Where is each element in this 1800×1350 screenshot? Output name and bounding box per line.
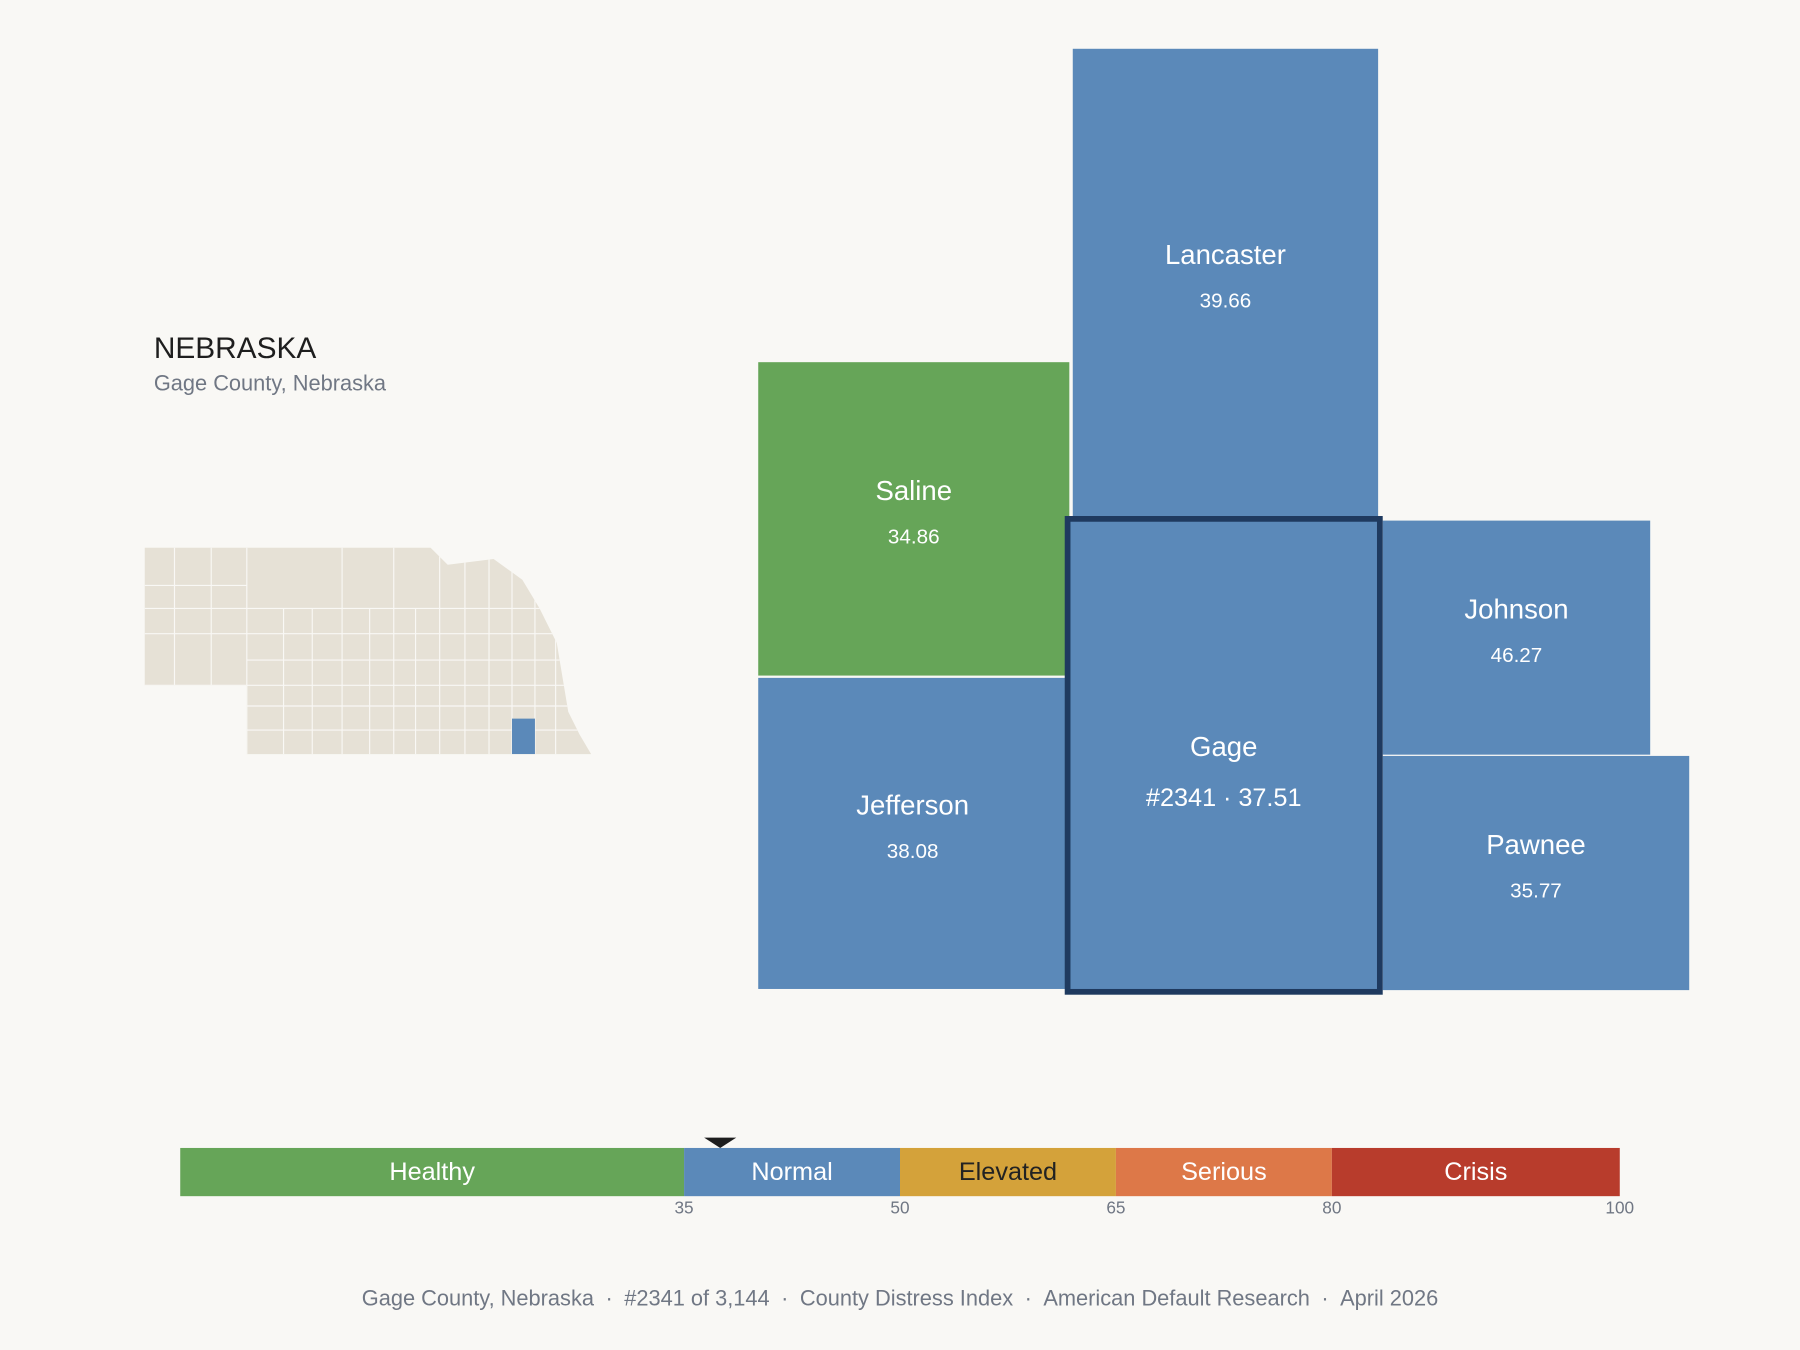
county-borders — [144, 547, 592, 755]
scale-tick-label: 100 — [1605, 1197, 1634, 1217]
legend-scale: Healthy Normal Elevated Serious Crisis 35 50 65… — [180, 1137, 1634, 1217]
county — [1381, 754, 1691, 992]
footer-item: #2341 of 3,144 — [624, 1285, 769, 1310]
scale-tick-label: 80 — [1322, 1197, 1341, 1217]
county — [757, 676, 1069, 991]
scale-tick-label: 50 — [890, 1197, 909, 1217]
scale-band — [900, 1147, 1116, 1197]
scale-band-label: Healthy — [389, 1158, 475, 1186]
county-name: Gage — [1190, 731, 1257, 762]
county-name: Pawnee — [1486, 829, 1586, 860]
county — [757, 361, 1071, 677]
scale-band-label: Elevated — [959, 1158, 1057, 1186]
footer-item: County Distress Index — [800, 1285, 1013, 1310]
county-score: 39.66 — [1200, 290, 1252, 313]
county-score: 38.08 — [887, 840, 939, 863]
county — [1071, 47, 1380, 519]
scale-marker — [704, 1137, 737, 1148]
county-name: Jefferson — [856, 789, 969, 820]
county-score: 46.27 — [1491, 645, 1543, 668]
separator: · — [605, 1285, 612, 1310]
separator: · — [1025, 1285, 1032, 1310]
scale-tick-label: 65 — [1106, 1197, 1125, 1217]
highlighted-county — [511, 718, 535, 755]
county-value: 35.77 — [1510, 880, 1562, 903]
county-name: Lancaster — [1165, 239, 1286, 270]
footer-item: American Default Research — [1043, 1285, 1310, 1310]
county-value: 39.66 — [1200, 290, 1252, 313]
county-map: Lancaster 39.66 Saline 34.86 Gage #2341 · 37.51… — [757, 47, 1691, 995]
county-value: 38.08 — [887, 840, 939, 863]
separator: · — [1223, 784, 1231, 812]
county-name: Johnson — [1464, 594, 1568, 625]
scale-band — [180, 1147, 685, 1197]
county-value: #2341 · 37.51 — [1146, 784, 1302, 812]
subtitle: Gage County, Nebraska — [154, 370, 387, 395]
scale-band — [1115, 1147, 1332, 1197]
county-name: Saline — [875, 475, 952, 506]
county-score: 34.86 — [888, 526, 940, 549]
footer: Gage County, Nebraska · #2341 of 3,144 · Cou… — [362, 1285, 1438, 1310]
scale-band — [684, 1147, 900, 1197]
footer-item: April 2026 — [1340, 1285, 1438, 1310]
county-rank: #2341 — [1146, 784, 1216, 812]
separator: · — [1321, 1285, 1328, 1310]
scale-band-label: Crisis — [1444, 1158, 1507, 1186]
county-value: 34.86 — [888, 526, 940, 549]
county — [1381, 519, 1652, 756]
scale-tick-label: 35 — [674, 1197, 693, 1217]
selected-outline — [1064, 516, 1383, 995]
county-score: 35.77 — [1510, 880, 1562, 903]
separator: · — [781, 1285, 788, 1310]
footer-item: Gage County, Nebraska — [362, 1285, 595, 1310]
state-title: NEBRASKA — [154, 332, 317, 365]
county-value: 46.27 — [1491, 645, 1543, 668]
scale-band — [1331, 1147, 1620, 1197]
scale-band-label: Normal — [751, 1158, 832, 1186]
county-score: 37.51 — [1238, 784, 1301, 812]
scale-band-label: Serious — [1181, 1158, 1267, 1186]
